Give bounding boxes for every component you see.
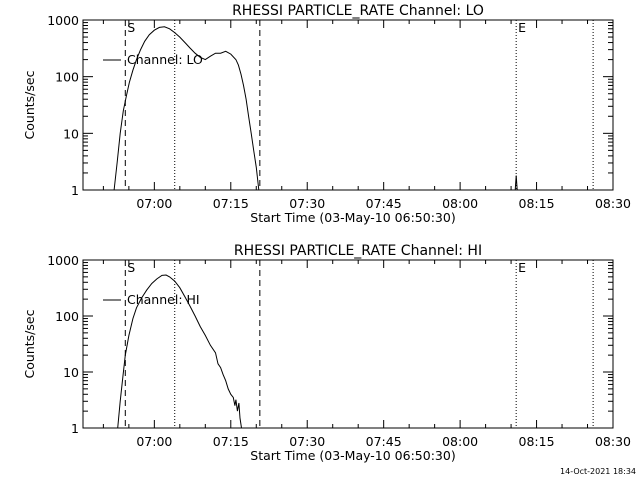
hi-y-tick-label: 10 — [63, 365, 79, 380]
hi-legend-label: Channel: HI — [127, 292, 200, 307]
lo-x-tick-label: 07:45 — [366, 196, 402, 211]
lo-legend-label: Channel: LO — [127, 52, 203, 67]
hi-channel-panel: RHESSI PARTICLE_RATE Channel: HI Start Ti… — [22, 243, 631, 463]
lo-chart-title: RHESSI PARTICLE_RATE Channel: LO — [232, 3, 484, 19]
hi-x-tick-label: 08:00 — [442, 434, 478, 449]
hi-x-tick-label: 07:45 — [366, 434, 402, 449]
lo-channel-panel: RHESSI PARTICLE_RATE Channel: LO Start Ti… — [22, 3, 631, 225]
hi-x-tick-label: 08:15 — [519, 434, 555, 449]
hi-x-tick-label: 07:15 — [213, 434, 249, 449]
hi-y-tick-label: 1 — [71, 421, 79, 436]
hi-x-axis-label: Start Time (03-May-10 06:50:30) — [250, 448, 455, 463]
hi-x-tick-label: 08:30 — [595, 434, 631, 449]
lo-x-tick-label: 08:15 — [519, 196, 555, 211]
lo-x-axis-label: Start Time (03-May-10 06:50:30) — [250, 210, 455, 225]
lo-y-tick-label: 10 — [63, 126, 79, 141]
hi-x-tick-label: 07:00 — [136, 434, 172, 449]
lo-marker-label: S — [127, 20, 135, 35]
lo-x-tick-label: 07:30 — [289, 196, 325, 211]
lo-y-tick-label: 1000 — [47, 13, 79, 28]
hi-marker-label: S — [127, 260, 135, 275]
lo-plot-frame — [82, 19, 614, 191]
timestamp: 14-Oct-2021 18:34 — [560, 467, 636, 476]
lo-series-line-1 — [514, 175, 518, 191]
lo-x-tick-label: 07:15 — [213, 196, 249, 211]
lo-y-axis-label: Counts/sec — [22, 70, 37, 139]
hi-series-line-0 — [117, 274, 242, 429]
hi-y-tick-label: 100 — [55, 309, 79, 324]
lo-marker-label: E — [518, 20, 526, 35]
hi-plot-frame — [82, 259, 614, 429]
hi-chart-title: RHESSI PARTICLE_RATE Channel: HI — [234, 243, 482, 259]
hi-y-tick-label: 1000 — [47, 253, 79, 268]
lo-x-tick-label: 08:30 — [595, 196, 631, 211]
lo-x-tick-label: 07:00 — [136, 196, 172, 211]
lo-y-tick-label: 1 — [71, 183, 79, 198]
hi-x-tick-label: 07:30 — [289, 434, 325, 449]
hi-marker-label: E — [518, 260, 526, 275]
lo-x-tick-label: 08:00 — [442, 196, 478, 211]
lo-series-line-0 — [113, 26, 260, 191]
lo-y-tick-label: 100 — [55, 70, 79, 85]
hi-y-axis-label: Counts/sec — [22, 309, 37, 378]
